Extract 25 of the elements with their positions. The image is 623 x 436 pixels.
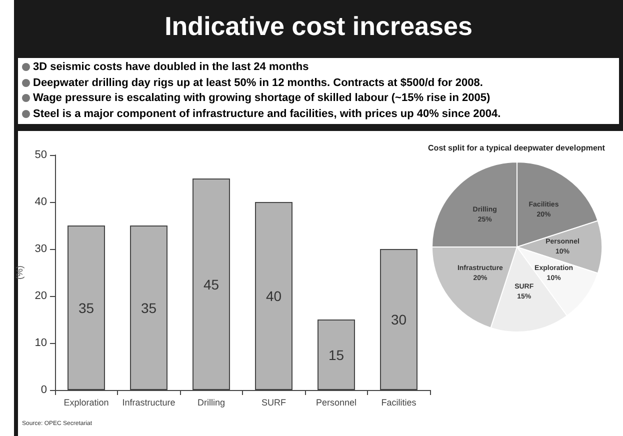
y-tick-label: 10 (34, 337, 47, 349)
data-label: 35 (140, 300, 157, 316)
data-label: 45 (203, 276, 220, 292)
data-label: 40 (266, 288, 282, 304)
text: Steel is a major component of infrastructure and facilities, with prices up 40% since 2004. (32, 106, 502, 122)
x-tick-label: SURF (262, 398, 286, 408)
text: Wage pressure is escalating with growing shortage of skilled labour (~15% rise in 2005) (32, 91, 492, 106)
x-tick-label: Personnel (316, 398, 357, 408)
y-tick-label: 30 (34, 243, 47, 255)
x-tick-label: Exploration (64, 398, 109, 408)
text: Deepwater drilling day rigs up at least 50% in 12 months. Contracts at $500/d for 2008. (32, 76, 484, 90)
data-label: 30 (390, 312, 407, 328)
y-tick-label: 20 (34, 290, 47, 302)
x-tick-label: Facilities (381, 398, 417, 408)
y-axis-title: (%) (14, 266, 24, 280)
y-tick-label: 0 (40, 384, 47, 396)
x-tick-label: Infrastructure (122, 398, 176, 408)
x-tick-label: Drilling (197, 398, 226, 408)
y-tick-label: 50 (34, 149, 47, 161)
data-label: 35 (78, 300, 94, 316)
text: 3D seismic costs have doubled in the last 24 months (32, 60, 310, 75)
y-tick-label: 40 (34, 196, 47, 208)
data-label: 15 (328, 346, 344, 363)
chart-title: Cost split for a typical deepwater development (428, 144, 606, 152)
chart-title: Indicative cost increases (164, 10, 474, 43)
